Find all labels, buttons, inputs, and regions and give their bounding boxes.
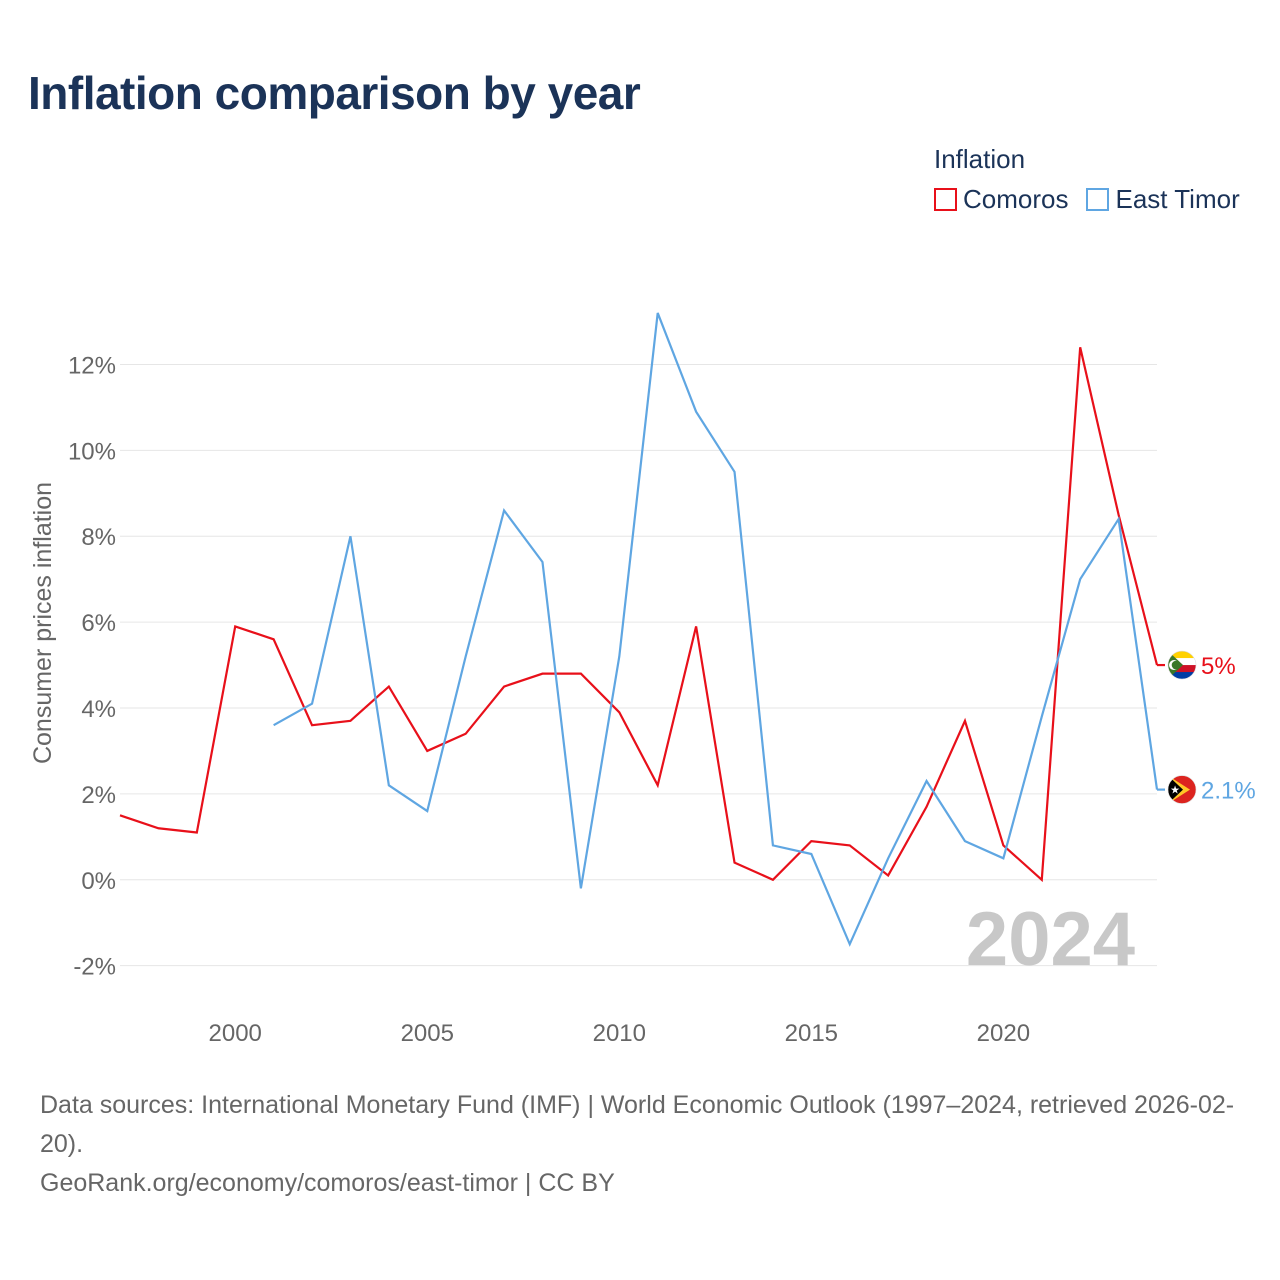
legend-swatch-east-timor xyxy=(1086,188,1110,211)
x-tick-label: 2015 xyxy=(785,1020,838,1047)
flag-comoros-icon xyxy=(1167,650,1197,680)
chart-title: Inflation comparison by year xyxy=(28,67,641,119)
legend-swatch-comoros xyxy=(934,188,957,211)
end-label-comoros: 5% xyxy=(1201,653,1236,680)
y-tick-label: 8% xyxy=(81,524,116,551)
y-tick-label: 2% xyxy=(81,782,116,809)
line-chart: -2% 0% 2% 4% 6% 8% 10% 12% 2000 2005 2010 2015 2020… xyxy=(29,312,1256,1047)
gridlines xyxy=(120,363,1157,967)
series-line-comoros[interactable] xyxy=(119,347,1159,883)
year-watermark: 2024 xyxy=(966,897,1135,982)
end-label-east-timor: 2.1% xyxy=(1201,778,1256,805)
legend-item-east-timor[interactable]: East Timor xyxy=(1086,184,1240,215)
y-axis-label: Consumer prices inflation xyxy=(29,482,57,764)
source-note: Data sources: International Monetary Fun… xyxy=(40,1086,1250,1203)
source-line-1: Data sources: International Monetary Fun… xyxy=(40,1091,1235,1158)
legend-label-east-timor: East Timor xyxy=(1115,184,1240,214)
series-line-east-timor[interactable] xyxy=(273,312,1159,947)
flag-east-timor-icon: ★ xyxy=(1167,775,1197,804)
y-tick-label: 10% xyxy=(68,438,116,465)
legend-label-comoros: Comoros xyxy=(963,184,1069,214)
y-tick-label: 4% xyxy=(81,696,116,723)
x-tick-label: 2000 xyxy=(209,1020,262,1047)
series-lines xyxy=(119,312,1159,947)
legend-item-comoros[interactable]: Comoros xyxy=(934,184,1068,215)
y-tick-label: 12% xyxy=(68,352,116,379)
x-tick-label: 2005 xyxy=(401,1020,454,1047)
legend: Comoros East Timor xyxy=(934,184,1240,215)
x-tick-labels: 2000 2005 2010 2015 2020 xyxy=(209,1020,1031,1047)
x-tick-label: 2020 xyxy=(977,1020,1030,1047)
end-labels: 5% ★ 2.1% xyxy=(1157,650,1256,805)
legend-title: Inflation xyxy=(934,144,1026,174)
y-tick-label: 0% xyxy=(81,868,116,895)
y-tick-labels: -2% 0% 2% 4% 6% 8% 10% 12% xyxy=(68,352,116,980)
y-tick-label: 6% xyxy=(81,610,116,637)
source-link[interactable]: GeoRank.org/economy/comoros/east-timor |… xyxy=(40,1169,615,1197)
y-tick-label: -2% xyxy=(73,954,116,981)
svg-text:★: ★ xyxy=(1170,785,1180,797)
x-tick-label: 2010 xyxy=(593,1020,646,1047)
